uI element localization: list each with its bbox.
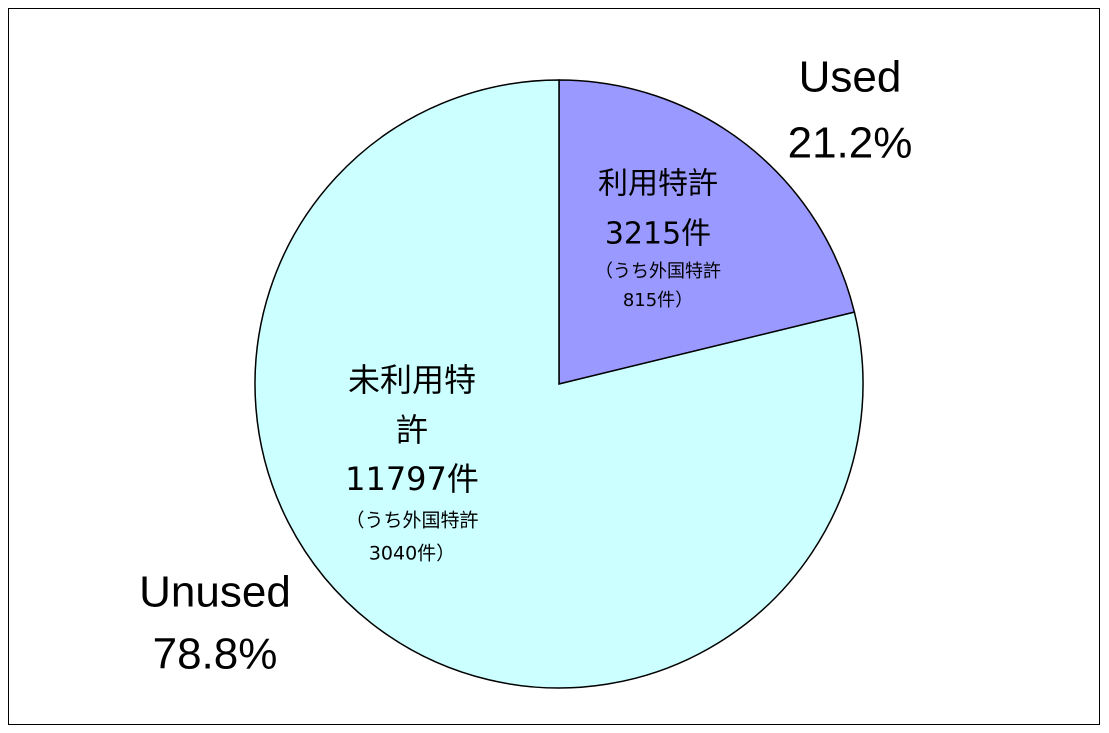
value-label: 21.2%: [788, 119, 913, 168]
slice-label: （うち外国特許: [595, 261, 721, 282]
pie-slice: [254, 79, 864, 689]
slice-label: 815件）: [623, 290, 693, 311]
slice-label: 3040件）: [369, 543, 455, 565]
slice-label: 利用特許: [598, 167, 718, 202]
slice-label: 11797件: [345, 460, 479, 498]
pie-slice: [558, 79, 856, 385]
slice-label: （うち外国特許: [345, 510, 478, 532]
value-label: 78.8%: [153, 630, 278, 679]
slice-label: 許: [396, 411, 428, 449]
category-label: Used: [799, 53, 902, 102]
slice-label: 未利用特: [348, 361, 476, 399]
slice-label: 3215件: [605, 217, 711, 252]
category-label: Unused: [139, 568, 291, 617]
